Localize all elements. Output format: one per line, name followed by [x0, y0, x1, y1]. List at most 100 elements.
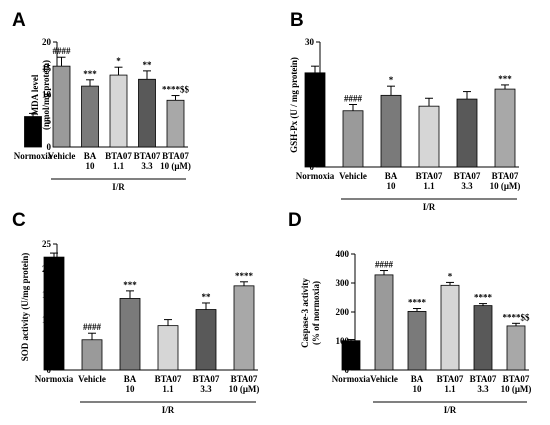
category-label-line: Normoxia [332, 374, 371, 384]
category-label-line: 3.3 [141, 161, 153, 171]
y-axis-label-line: SOD activity (U/mg protein) [20, 253, 30, 362]
category-label: BTA07 10 (μM) [229, 374, 260, 394]
bar [43, 256, 65, 371]
panel-a: A 0 5 10 15 20 MDA level(nmol/mg protein) Norm… [12, 10, 191, 192]
y-tick-label: 30 [305, 37, 315, 47]
category-label-line: Normoxia [14, 151, 53, 161]
bar [456, 98, 478, 168]
y-tick-label: 20 [42, 37, 52, 47]
significance-label: **** [408, 298, 427, 308]
category-label-line: Normoxia [296, 171, 335, 181]
category-label-line: BTA07 [454, 171, 481, 181]
category-label: BTA07 3.3 [454, 171, 481, 191]
panel-a-letter: A [12, 10, 26, 31]
y-tick-label: 400 [336, 249, 350, 259]
category-label-line: BTA07 [193, 374, 220, 384]
category-label-line: BTA07 [134, 151, 161, 161]
bar [81, 85, 99, 148]
category-label-line: BTA07 [155, 374, 182, 384]
panel-d-letter: D [288, 210, 302, 231]
y-axis-label: Caspase-3 activity(% of normoxia) [300, 278, 321, 348]
y-axis-label-line: (nmol/mg protein) [41, 60, 51, 130]
category-label-line: 10 (μM) [490, 181, 521, 191]
significance-label: *** [123, 280, 137, 290]
significance-label: * [389, 75, 394, 85]
bar [506, 325, 526, 371]
y-tick-label: 10 [42, 90, 52, 100]
panel-c-letter: C [12, 210, 26, 231]
panel-d: D 0100200300400Caspase-3 activity(% of n… [288, 210, 531, 415]
significance-label: ** [202, 292, 212, 302]
bar [157, 325, 179, 371]
y-tick-label: 15 [42, 63, 52, 73]
category-label-line: BTA07 [162, 151, 189, 161]
category-label-line: Vehicle [370, 374, 398, 384]
category-label: BTA07 10 (μM) [501, 374, 532, 394]
category-label-line: BTA07 [492, 171, 519, 181]
significance-label: *** [83, 69, 97, 79]
category-label: BTA07 3.3 [470, 374, 497, 394]
bar [440, 284, 460, 371]
y-tick-label: 200 [336, 307, 350, 317]
significance-label: * [116, 56, 121, 66]
category-label: BA 10 [124, 374, 137, 394]
bar [233, 285, 255, 371]
y-axis-label-line: GSH-Px (U / mg protein) [289, 57, 299, 153]
category-label: BTA07 1.1 [437, 374, 464, 394]
significance-label: #### [375, 260, 394, 270]
category-label-line: BTA07 [105, 151, 132, 161]
category-label-line: BTA07 [437, 374, 464, 384]
panel-b-letter: B [290, 10, 304, 31]
category-label-line: BA [84, 151, 97, 161]
y-axis-label: MDA level(nmol/mg protein) [30, 60, 51, 130]
category-label-line: BA [124, 374, 137, 384]
category-label-line: BTA07 [503, 374, 530, 384]
y-axis-label: GSH-Px (U / mg protein) [289, 57, 299, 153]
category-label-line: 10 [86, 161, 96, 171]
significance-label: * [448, 271, 453, 281]
panel-c: C 0510152025SOD activity (U/mg protein)N… [12, 210, 259, 415]
bar [380, 94, 402, 168]
category-label: Vehicle [339, 171, 367, 181]
y-tick-label: 300 [336, 278, 350, 288]
category-label: BTA07 3.3 [134, 151, 161, 171]
bar [407, 311, 427, 371]
bar [24, 116, 42, 148]
significance-label: #### [83, 322, 102, 332]
category-label: Vehicle [78, 374, 106, 384]
significance-label: *** [498, 74, 512, 84]
category-label: BTA07 1.1 [105, 151, 132, 171]
y-axis-label-line: Caspase-3 activity [300, 278, 310, 348]
y-tick-label: 5 [47, 116, 52, 126]
category-label: Normoxia [296, 171, 335, 181]
category-label-line: BA [411, 374, 424, 384]
category-label: BTA07 1.1 [416, 171, 443, 191]
bar [418, 105, 440, 168]
category-label-line: 10 (μM) [160, 161, 191, 171]
category-label-line: 3.3 [200, 384, 212, 394]
significance-label: ** [143, 60, 153, 70]
category-label-line: 3.3 [461, 181, 473, 191]
bar [195, 309, 217, 371]
category-label-line: BA [385, 171, 398, 181]
y-axis-label-line: (% of normoxia) [311, 281, 321, 345]
category-label-line: 10 [126, 384, 136, 394]
significance-label: #### [344, 94, 363, 104]
category-label-line: BTA07 [416, 171, 443, 181]
category-label-line: 3.3 [477, 384, 489, 394]
bar [166, 99, 185, 148]
bar [473, 305, 493, 371]
group-label: I/R [162, 405, 175, 415]
category-label: Normoxia [332, 374, 371, 384]
group-label: I/R [444, 405, 457, 415]
category-label-line: 1.1 [113, 161, 125, 171]
y-tick-label: 0 [47, 142, 52, 152]
category-label: Vehicle [48, 151, 76, 161]
category-label-line: 1.1 [423, 181, 435, 191]
y-tick-label: 25 [42, 239, 52, 249]
category-label: BTA07 10 (μM) [160, 151, 191, 171]
panel-b: B 0102030GSH-Px (U / mg protein)Normoxia… [289, 10, 520, 212]
significance-label: **** [474, 293, 493, 303]
group-label: I/R [112, 182, 125, 192]
